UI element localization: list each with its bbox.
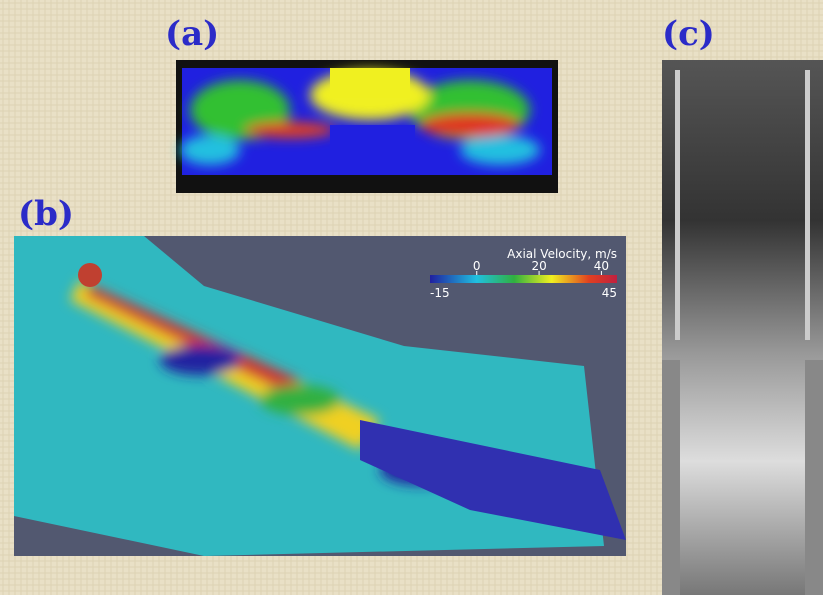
- colorbar-tick-label: 0: [473, 259, 481, 273]
- panel-c-image: [662, 60, 823, 595]
- page: (a) (b) (c) Axial Velocity, m/: [0, 0, 823, 595]
- panel-label: (b): [18, 194, 74, 234]
- colorbar-bar: [430, 275, 617, 283]
- panel-label: (c): [662, 14, 715, 54]
- figure: (a) (b) (c) Axial Velocity, m/: [0, 0, 823, 595]
- colorbar-range-label: 45: [602, 286, 617, 300]
- panel-a-image: [176, 60, 558, 193]
- colorbar-range-label: -15: [430, 286, 450, 300]
- panel-label: (a): [165, 14, 219, 54]
- panel-b-image: [14, 236, 626, 556]
- colorbar-tick-label: 40: [594, 259, 609, 273]
- colorbar-tick-label: 20: [531, 259, 546, 273]
